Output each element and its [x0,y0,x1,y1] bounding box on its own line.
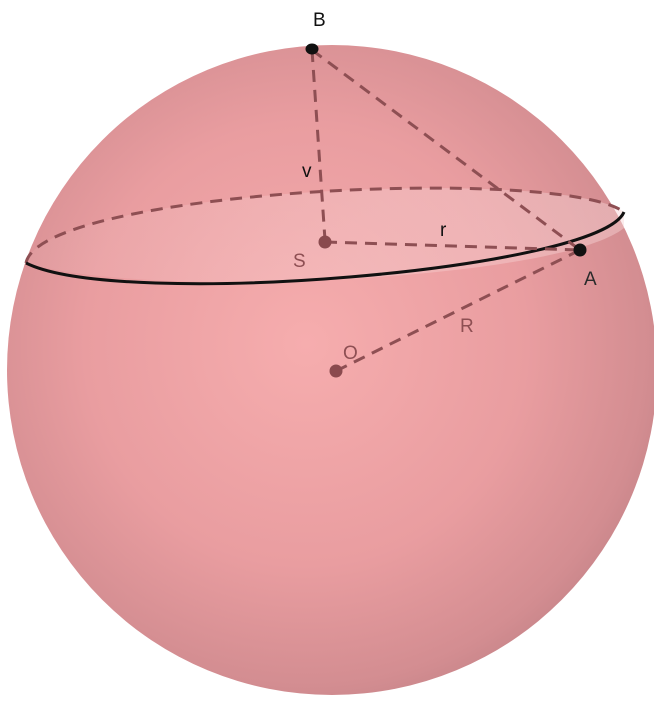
label-A: A [584,269,597,290]
small-circle-back [24,186,625,264]
point-S [318,235,332,249]
segment-S-A [324,240,581,252]
label-r: r [440,220,447,241]
segment-B-S [310,49,327,241]
label-B: B [313,10,326,31]
label-v: v [302,161,312,182]
point-A [573,243,587,257]
point-B [305,43,319,55]
label-S: S [293,251,306,272]
segment-B-A [311,48,581,252]
label-O: O [343,343,358,364]
segment-O-A [335,248,581,373]
point-O [329,364,343,378]
label-R: R [460,316,474,337]
small-circle-front [25,211,626,286]
